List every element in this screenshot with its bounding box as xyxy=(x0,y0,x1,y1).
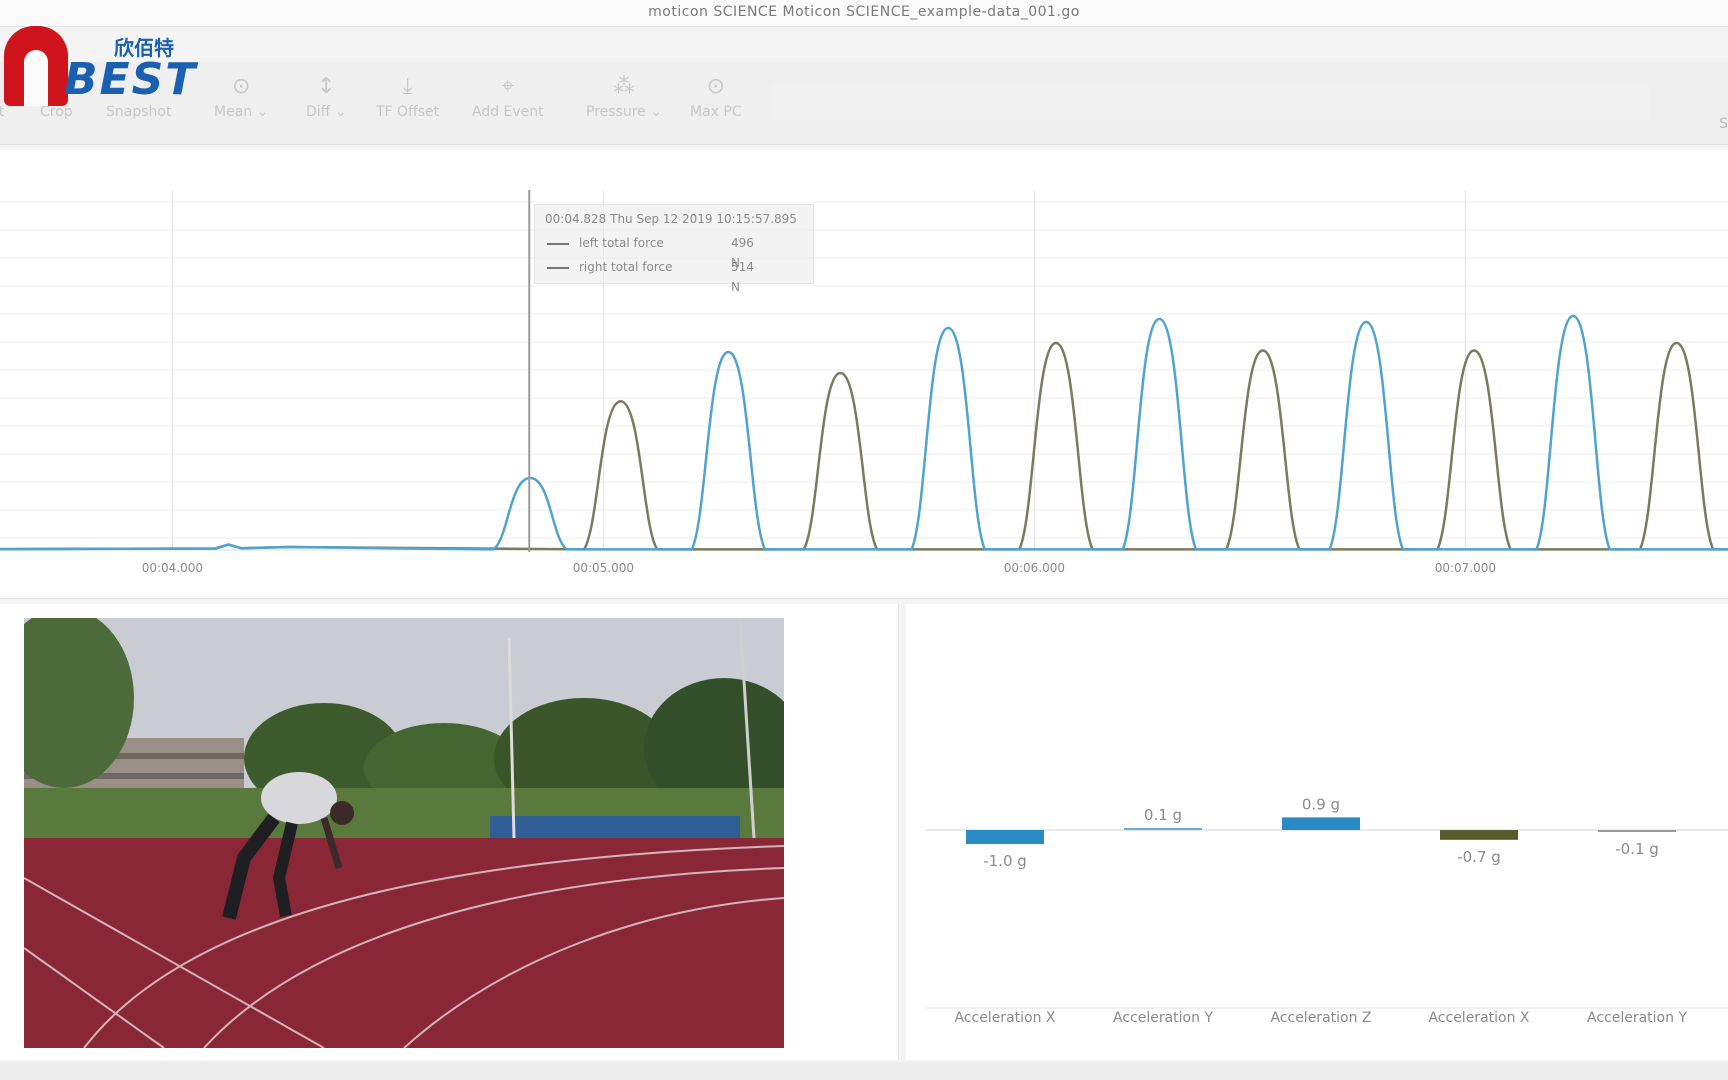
logo-n-mark xyxy=(4,26,68,106)
acceleration-bar xyxy=(1598,830,1676,832)
acceleration-bar xyxy=(1124,828,1202,830)
left-force-line xyxy=(0,341,1728,551)
title-bar: moticon SCIENCE Moticon SCIENCE_example-… xyxy=(0,0,1728,27)
left-force-swatch xyxy=(547,242,569,245)
x-tick-label: 00:04.000 xyxy=(142,561,203,575)
acceleration-value-label: 0.1 g xyxy=(1144,806,1182,824)
toolbar-empty-area xyxy=(770,84,1650,120)
mean-dropdown[interactable]: ⊙ Mean ⌄ xyxy=(214,70,268,120)
acceleration-category-label: Acceleration Z xyxy=(1270,1010,1371,1026)
acceleration-bars: -1.0 g Acceleration X 0.1 g Acceleration Y 0… xyxy=(954,795,1687,1026)
chart-grid xyxy=(0,201,1728,539)
acceleration-category-label: Acceleration Y xyxy=(1113,1010,1213,1026)
watermark-logo: 欣佰特 BEST xyxy=(4,26,195,108)
chart-tooltip: 00:04.828 Thu Sep 12 2019 10:15:57.895 l… xyxy=(534,204,814,294)
video-frame-image xyxy=(24,618,784,1048)
logo-cn-text: 欣佰特 xyxy=(114,36,174,60)
acceleration-bar xyxy=(1282,817,1360,830)
pin-icon: ⌖ xyxy=(501,74,515,99)
status-bar xyxy=(0,1062,1728,1080)
acceleration-category-label: Acceleration X xyxy=(1428,1010,1529,1026)
footprints-icon: ⊙ xyxy=(706,74,726,99)
video-frame[interactable] xyxy=(24,618,784,1048)
window-title: moticon SCIENCE Moticon SCIENCE_example-… xyxy=(648,4,1080,20)
max-pc-button[interactable]: ⊙ Max PC xyxy=(690,70,742,120)
right-force-swatch xyxy=(547,266,569,269)
tf-offset-button[interactable]: ⤓ TF Offset xyxy=(376,70,439,120)
force-chart-panel[interactable]: 00:04.000 00:05.000 00:06.000 00:07.000 xyxy=(0,150,1728,599)
acceleration-chart: -1.0 g Acceleration X 0.1 g Acceleration Y 0… xyxy=(926,795,1728,1026)
logo-brand-text: BEST xyxy=(64,54,198,105)
pressure-icon: ⁂ xyxy=(612,74,635,99)
force-chart[interactable]: 00:04.000 00:05.000 00:06.000 00:07.000 xyxy=(0,150,1728,598)
acceleration-panel: -1.0 g Acceleration X 0.1 g Acceleration Y 0… xyxy=(906,604,1728,1060)
toolbar-item-partial[interactable]: t xyxy=(0,70,5,120)
pressure-dropdown[interactable]: ⁂ Pressure ⌄ xyxy=(586,70,662,120)
acceleration-category-label: Acceleration Y xyxy=(1587,1010,1687,1026)
acceleration-value-label: -1.0 g xyxy=(983,852,1027,870)
toolbar: S t Crop Snapshot ⊙ Mean ⌄ ↕ Diff ⌄ ⤓ TF Of… xyxy=(0,62,1728,145)
x-tick-label: 00:05.000 xyxy=(573,561,634,575)
diff-dropdown[interactable]: ↕ Diff ⌄ xyxy=(306,70,347,120)
crop-button[interactable]: Crop xyxy=(40,70,73,120)
tooltip-row-left: left total force 496 N xyxy=(547,233,754,270)
add-event-button[interactable]: ⌖ Add Event xyxy=(472,70,544,120)
footprints-icon: ⊙ xyxy=(231,74,251,99)
video-panel xyxy=(0,604,899,1060)
acceleration-bar xyxy=(966,830,1044,844)
acceleration-value-label: -0.7 g xyxy=(1457,848,1501,866)
x-axis-ticks: 00:04.000 00:05.000 00:06.000 00:07.000 xyxy=(142,561,1496,575)
x-tick-label: 00:06.000 xyxy=(1004,561,1065,575)
x-tick-label: 00:07.000 xyxy=(1435,561,1496,575)
snapshot-button[interactable]: Snapshot xyxy=(106,70,171,120)
side-label: S xyxy=(1719,116,1728,132)
acceleration-value-label: 0.9 g xyxy=(1302,795,1340,813)
acceleration-bar xyxy=(1440,830,1518,840)
right-force-line xyxy=(0,314,1728,551)
diff-icon: ↕ xyxy=(317,74,336,99)
tooltip-row-right: right total force 514 N xyxy=(547,257,754,294)
tooltip-header: 00:04.828 Thu Sep 12 2019 10:15:57.895 xyxy=(545,212,797,226)
series-lines xyxy=(0,314,1728,551)
acceleration-value-label: -0.1 g xyxy=(1615,840,1659,858)
acceleration-category-label: Acceleration X xyxy=(954,1010,1055,1026)
download-icon: ⤓ xyxy=(402,74,413,99)
